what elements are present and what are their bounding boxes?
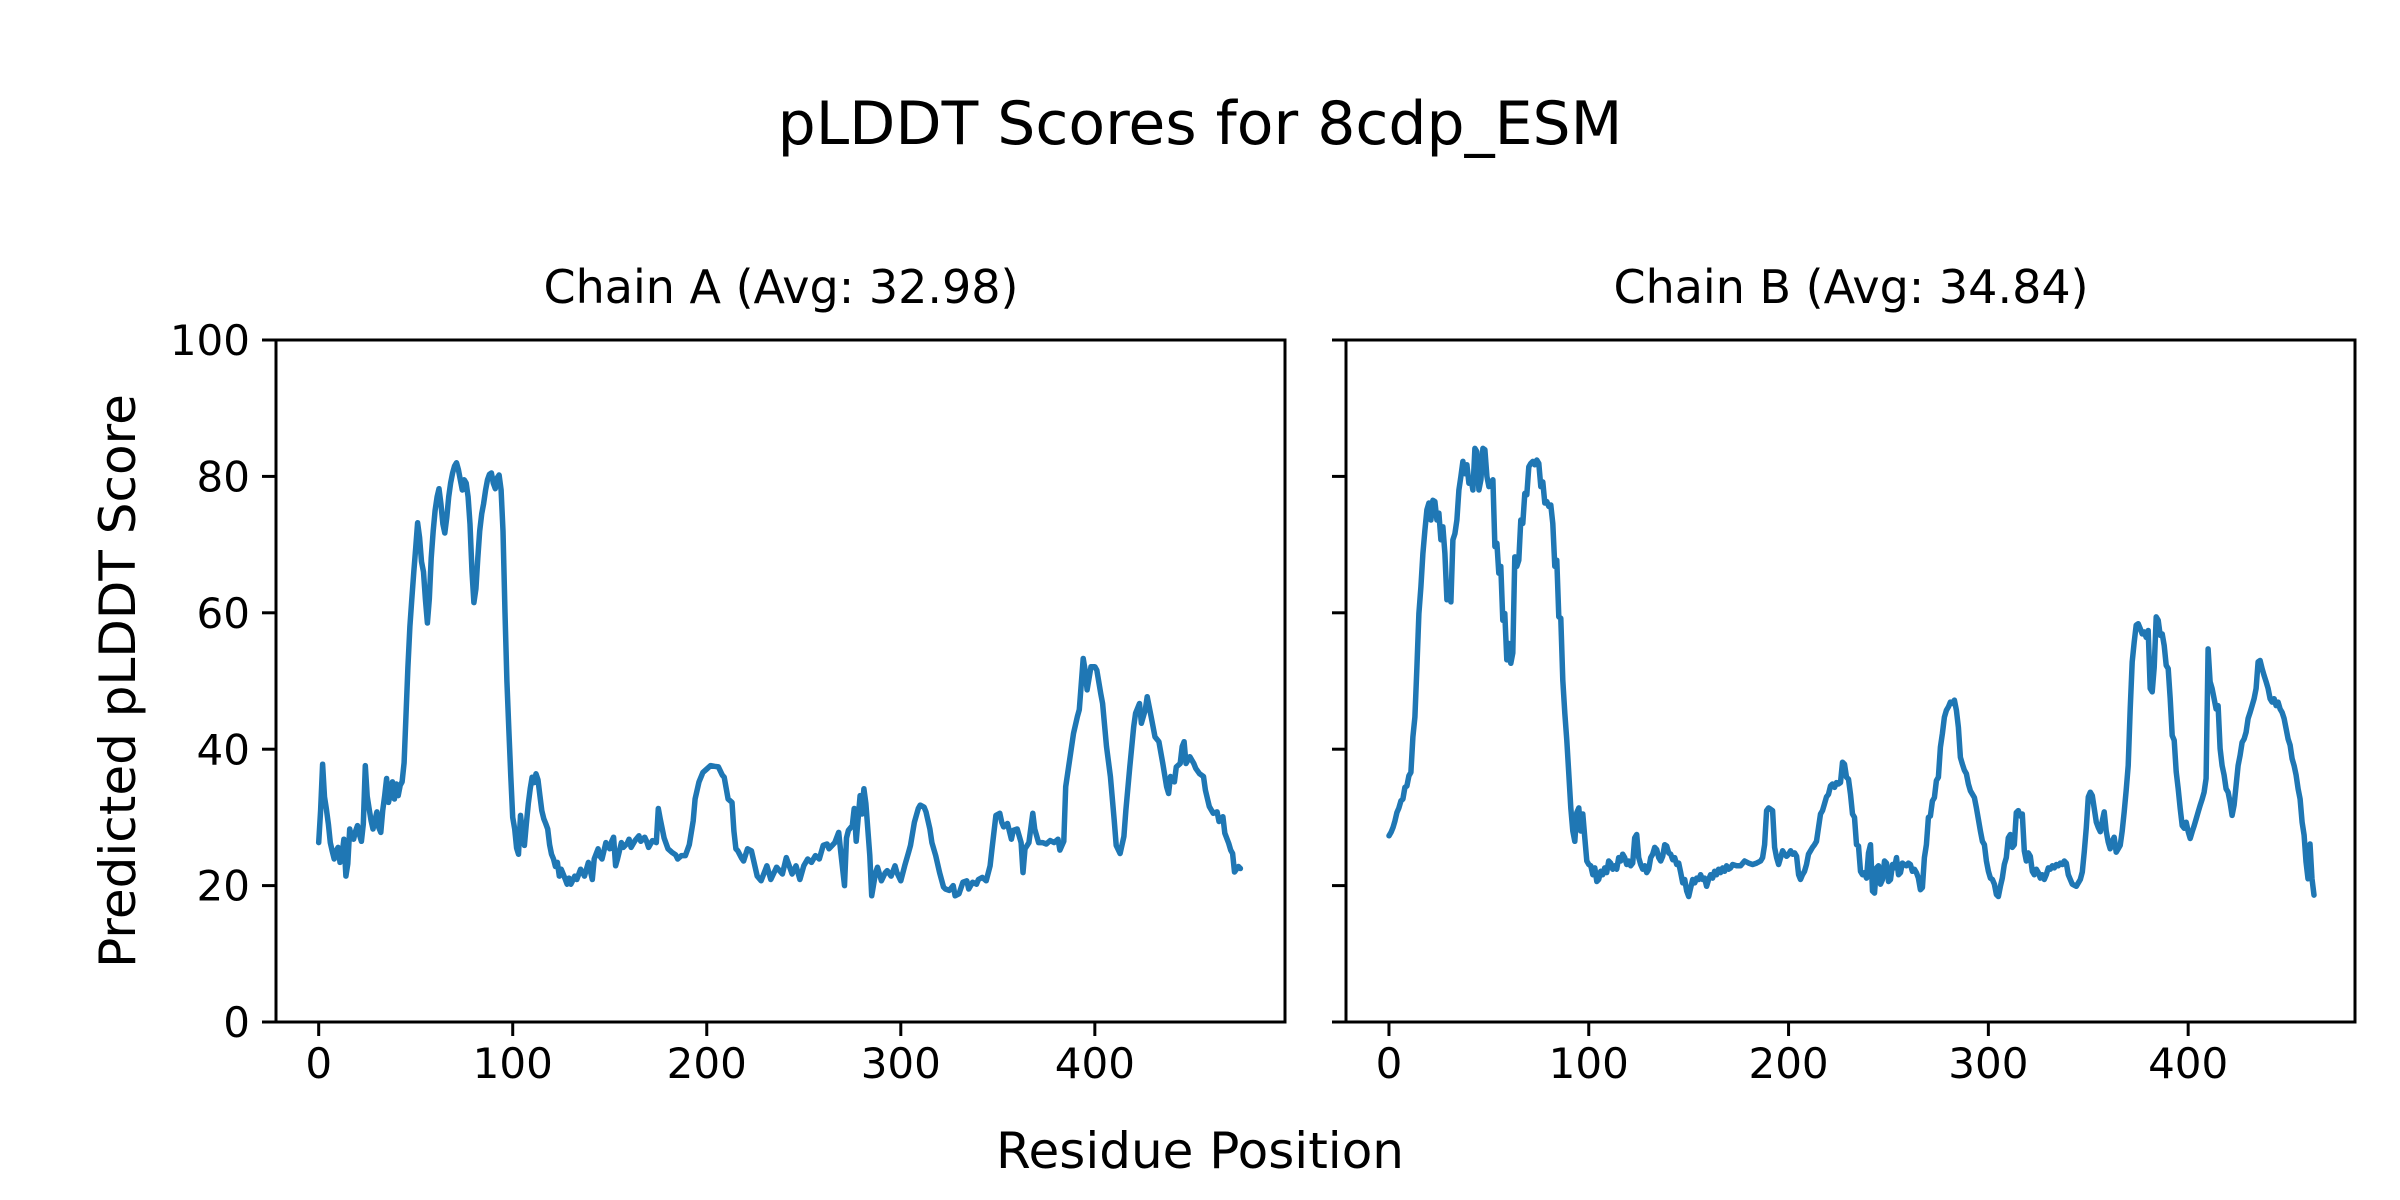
x-tick-label: 100 [1549, 1039, 1629, 1088]
y-tick-label: 20 [197, 862, 250, 911]
x-tick-label: 0 [1376, 1039, 1403, 1088]
x-tick-label: 200 [1748, 1039, 1828, 1088]
chain-a-title: Chain A (Avg: 32.98) [543, 260, 1019, 314]
y-tick-label: 100 [170, 316, 250, 365]
y-tick-label: 80 [197, 453, 250, 502]
x-tick-label: 300 [861, 1039, 941, 1088]
x-tick-label: 400 [2148, 1039, 2228, 1088]
plddt-line-chain-b [1386, 445, 2317, 900]
y-tick-label: 40 [197, 725, 250, 774]
axes-spines [1344, 338, 2357, 1024]
figure-title: pLDDT Scores for 8cdp_ESM [777, 89, 1623, 159]
x-tick-label: 200 [667, 1039, 747, 1088]
x-tick-label: 0 [305, 1039, 332, 1088]
chain-b-title: Chain B (Avg: 34.84) [1613, 260, 2089, 314]
axes-spines [274, 338, 1287, 1024]
y-tick-label: 60 [197, 589, 250, 638]
plddt-line-chain-a [315, 460, 1244, 899]
y-tick-label: 0 [223, 998, 250, 1047]
x-axis-label: Residue Position [996, 1122, 1404, 1180]
x-tick-label: 300 [1948, 1039, 2028, 1088]
x-tick-label: 400 [1055, 1039, 1135, 1088]
x-tick-label: 100 [473, 1039, 553, 1088]
